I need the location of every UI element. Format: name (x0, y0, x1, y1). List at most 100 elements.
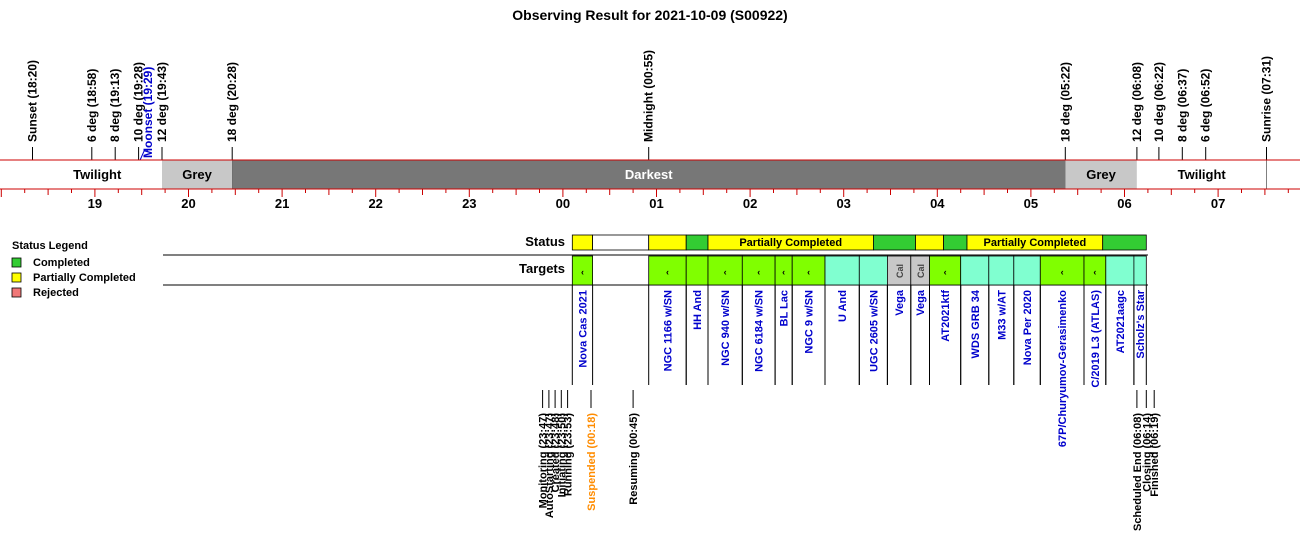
target-name: Vega (894, 289, 906, 316)
event-label: 10 deg (06:22) (1152, 62, 1166, 142)
event-label: Created (23:48) (550, 413, 562, 493)
legend-swatch (11, 272, 22, 283)
target-name: Nova Per 2020 (1022, 290, 1034, 365)
target-block (824, 255, 860, 286)
event-label: Closing (06:14) (1141, 413, 1153, 492)
target-name: C/2019 L3 (ATLAS) (1090, 290, 1102, 388)
event-label: 12 deg (19:43) (155, 62, 169, 142)
legend-swatch (11, 287, 22, 298)
target-name: WDS GRB 34 (970, 289, 982, 358)
target-name: UGC 2605 w/SN (868, 290, 880, 372)
event-label: Midnight (00:55) (642, 50, 656, 142)
status-segment (873, 234, 916, 251)
target-name: NGC 940 w/SN (720, 290, 732, 366)
bottom-event-markers: Monitoring (23:47)AutoStarting (23:47)Cr… (538, 390, 1161, 531)
target-block (571, 255, 593, 286)
band-label: Darkest (625, 167, 673, 182)
target-block (791, 255, 826, 286)
legend-title: Status Legend (12, 240, 88, 252)
target-block (1013, 255, 1041, 286)
target-marker: ‹ (1061, 267, 1064, 277)
hour-label: 07 (1211, 196, 1225, 211)
target-block (648, 255, 687, 286)
hour-label: 23 (462, 196, 476, 211)
status-target-rows: Status Targets Partially Completed Partiall… (163, 234, 1148, 447)
status-segment (685, 234, 709, 251)
status-segment (648, 234, 687, 251)
target-block (960, 255, 990, 286)
calibration-mark: Cal (916, 264, 926, 278)
target-name: BL Lac (779, 290, 791, 326)
status-segment-label: Partially Completed (739, 237, 842, 249)
event-label: 6 deg (06:52) (1199, 69, 1213, 142)
event-label: Finished (06:19) (1149, 413, 1161, 497)
target-marker: ‹ (724, 267, 727, 277)
calibration-mark: Cal (895, 264, 905, 278)
band-white (1136, 160, 1267, 189)
target-name: Vega (915, 289, 927, 316)
event-label: 12 deg (06:08) (1130, 62, 1144, 142)
moonset-leader (139, 150, 145, 161)
target-name: NGC 1166 w/SN (662, 290, 674, 371)
target-name: NGC 6184 w/SN (754, 290, 766, 372)
status-segment (943, 234, 968, 251)
moonset-label: Moonset (19:29) (141, 67, 155, 158)
event-label: Sunset (18:20) (26, 60, 40, 142)
target-name: HH And (692, 290, 704, 330)
status-segment (915, 234, 945, 251)
hour-label: 00 (556, 196, 570, 211)
target-name: AT2021aagc (1115, 290, 1127, 353)
event-label: 18 deg (05:22) (1058, 62, 1072, 142)
target-marker: ‹ (757, 267, 760, 277)
hour-label: 05 (1024, 196, 1038, 211)
target-name: AT2021ktf (940, 290, 952, 342)
band-label: Grey (1086, 167, 1116, 182)
hour-label: 03 (836, 196, 850, 211)
hour-label: 19 (88, 196, 102, 211)
event-label: Initiating (23:50) (556, 413, 568, 498)
band-white (32, 160, 162, 189)
target-marker: ‹ (807, 267, 810, 277)
target-marker: ‹ (581, 267, 584, 277)
target-name: Nova Cas 2021 (577, 290, 589, 368)
status-segment (571, 234, 593, 251)
target-block (858, 255, 888, 286)
band-dark (232, 160, 1066, 189)
event-label: 18 deg (20:28) (225, 62, 239, 142)
band-label: Twilight (1178, 167, 1227, 182)
status-row-label: Status (525, 234, 565, 249)
event-label: Resuming (00:45) (628, 413, 640, 505)
hour-label: 06 (1117, 196, 1131, 211)
status-segment-label: Partially Completed (983, 237, 1086, 249)
hour-label: 01 (649, 196, 663, 211)
target-marker: ‹ (782, 267, 785, 277)
status-segment (592, 234, 650, 251)
target-name: 67P/Churyumov-Gerasimenko (1057, 290, 1069, 447)
hour-label: 02 (743, 196, 757, 211)
target-name: U And (837, 290, 849, 322)
target-block (1133, 255, 1147, 286)
hour-label: 21 (275, 196, 289, 211)
band-grey (162, 160, 233, 189)
event-label: 6 deg (18:58) (85, 69, 99, 142)
target-block (707, 255, 743, 286)
band-label: Twilight (73, 167, 122, 182)
target-name: NGC 9 w/SN (804, 290, 816, 354)
target-block (1105, 255, 1135, 286)
status-segment (1102, 234, 1147, 251)
target-marker: ‹ (666, 267, 669, 277)
legend-swatch (11, 257, 22, 268)
sky-bands: Twilight Grey Darkest Grey Twilight (0, 159, 1300, 190)
event-label: 10 deg (19:28) (132, 62, 146, 142)
target-marker: ‹ (1093, 267, 1096, 277)
event-label: 8 deg (06:37) (1175, 69, 1189, 142)
target-block (685, 255, 709, 286)
targets-row-label: Targets (519, 261, 565, 276)
event-label: Monitoring (23:47) (538, 413, 550, 509)
event-label: 8 deg (19:13) (108, 69, 122, 142)
event-label: Running (23:53) (563, 413, 575, 496)
legend-label: Completed (33, 257, 90, 269)
hour-label: 04 (930, 196, 945, 211)
event-label: Scheduled End (06:08) (1132, 413, 1144, 531)
